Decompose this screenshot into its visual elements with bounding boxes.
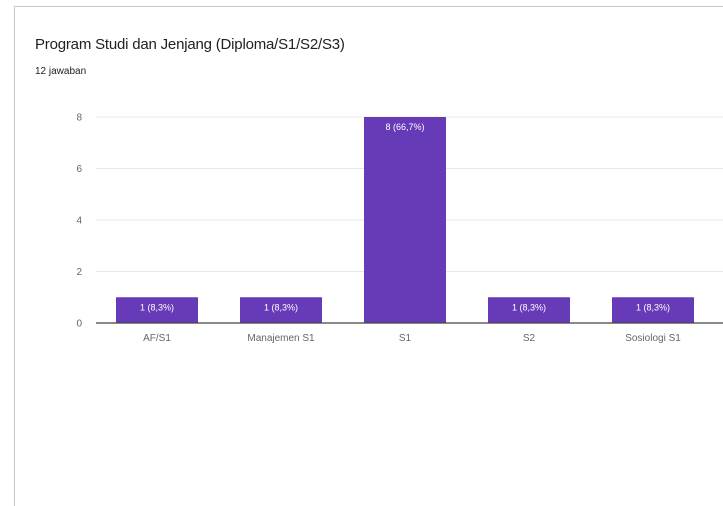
bar-data-label: 1 (8,3%) [140,302,174,312]
chart-title: Program Studi dan Jenjang (Diploma/S1/S2… [35,36,345,53]
bar-data-label: 1 (8,3%) [512,302,546,312]
bar [488,297,570,323]
y-tick-label: 2 [76,267,82,278]
y-tick-label: 8 [76,113,82,124]
x-tick-label: S2 [523,333,536,344]
bar-data-label: 1 (8,3%) [264,302,298,312]
bar-data-label: 1 (8,3%) [636,302,670,312]
x-tick-label: AF/S1 [143,333,171,344]
bar-chart: 0 2 4 6 8 1 (8,3%) AF/S1 1 (8,3%) Manajemen S1 8 … [76,113,723,344]
bar [612,297,694,323]
y-tick-label: 6 [76,164,82,175]
bar-data-label: 8 (66,7%) [385,122,424,132]
response-count: 12 jawaban [35,66,87,77]
y-tick-label: 4 [76,216,82,227]
bar [364,117,446,323]
x-tick-label: S1 [399,333,412,344]
bar [116,297,198,323]
x-tick-label: Manajemen S1 [247,333,315,344]
bar [240,297,322,323]
y-tick-label: 0 [76,319,82,330]
x-tick-label: Sosiologi S1 [625,333,681,344]
